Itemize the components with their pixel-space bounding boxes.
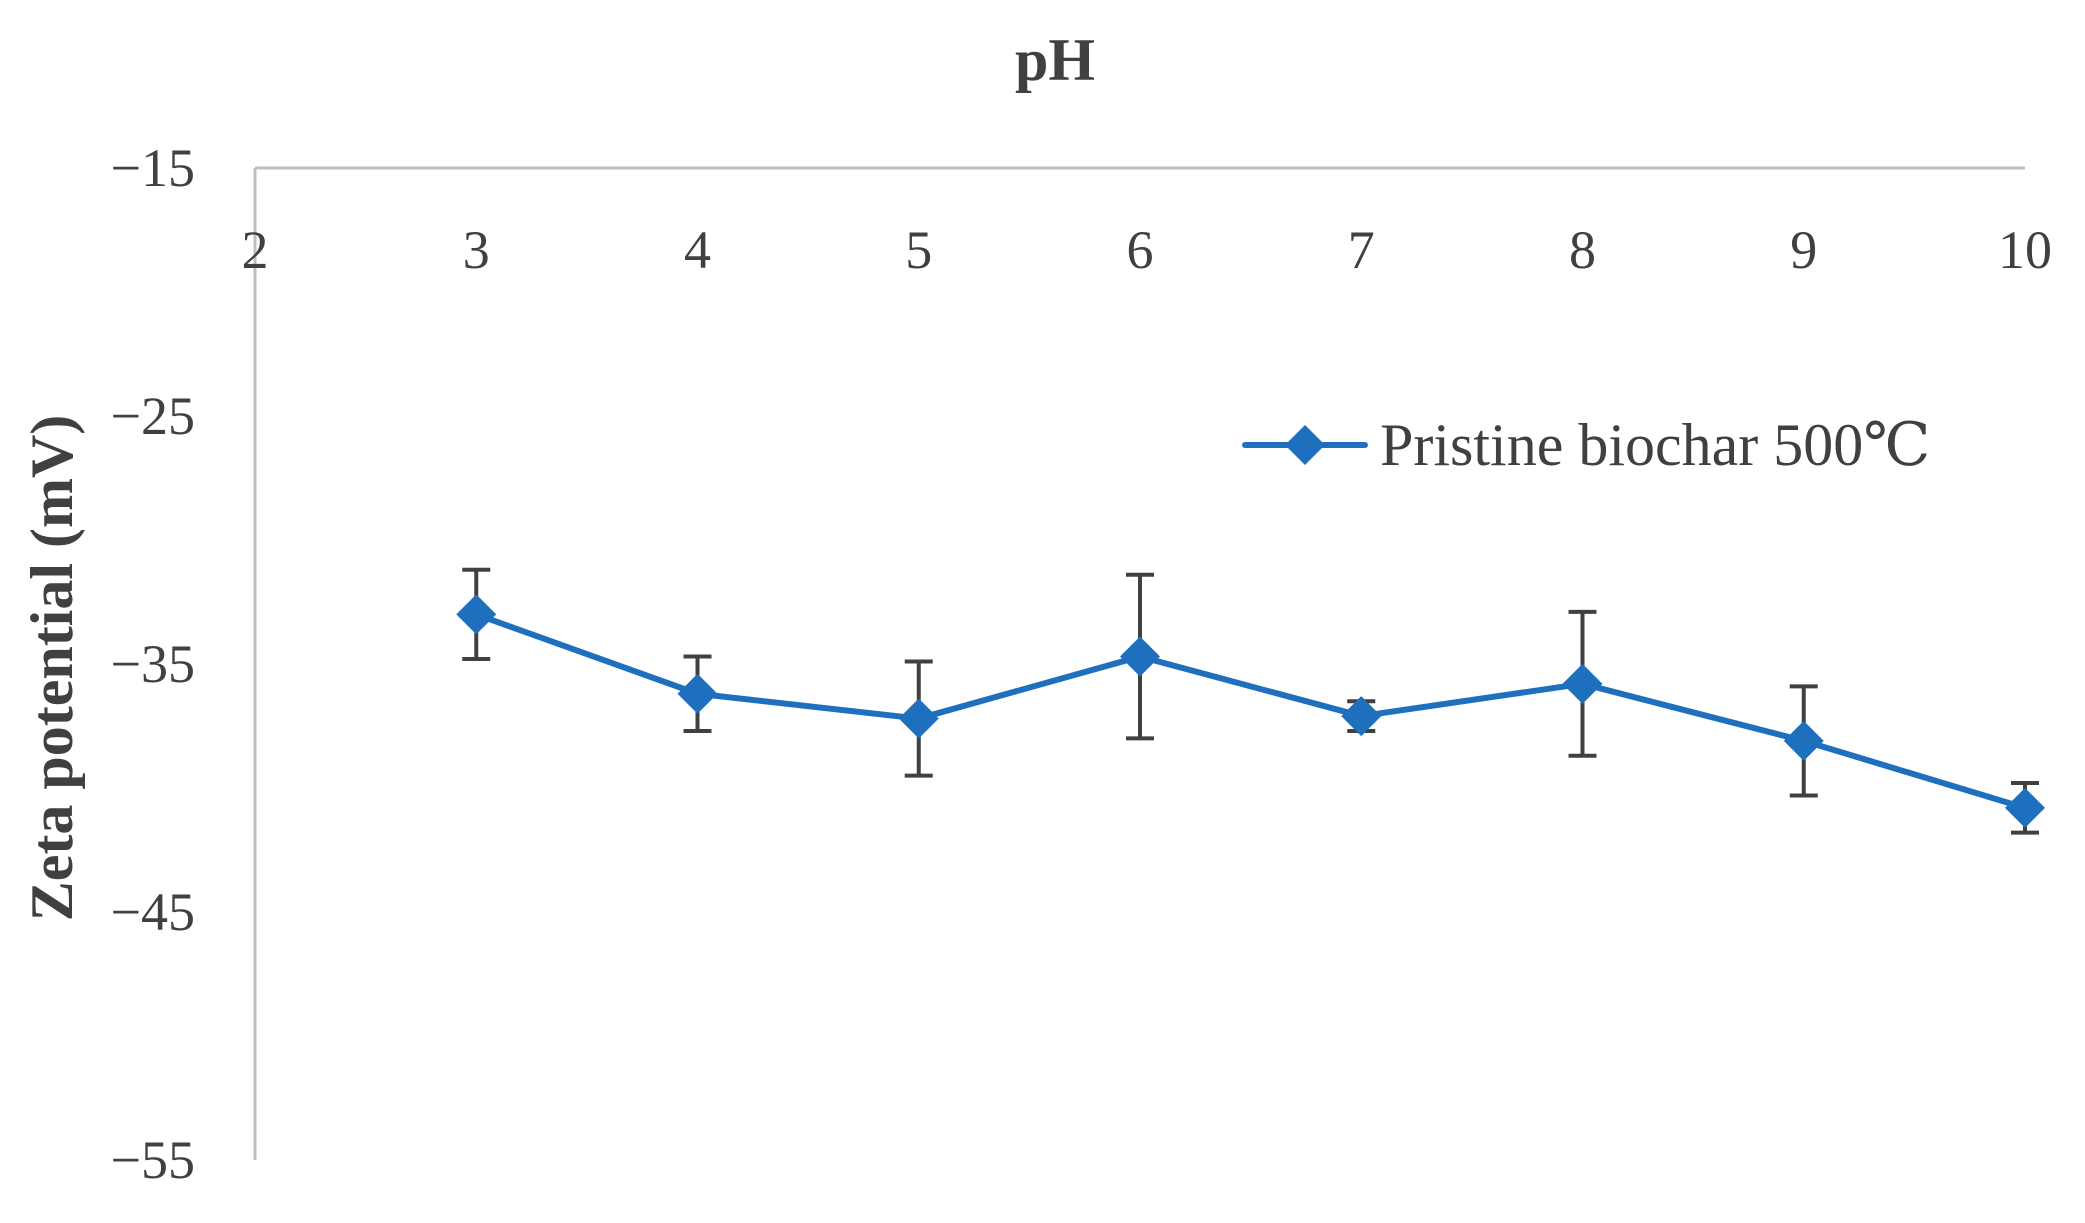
data-point-diamond [677,673,718,714]
y-tick-label: −55 [111,1130,195,1190]
x-tick-label: 3 [463,220,490,280]
legend: Pristine biochar 500℃ [1242,412,1930,478]
y-tick-label: −25 [111,386,195,446]
series-line [473,611,2028,811]
x-tick-label: 4 [684,220,711,280]
data-point-diamond [2005,787,2045,828]
legend-diamond-marker [1285,425,1325,465]
data-point-diamond [1341,696,1382,737]
y-tick-label: −45 [111,882,195,942]
x-tick-label: 2 [242,220,269,280]
axes [253,166,2025,1160]
data-point-diamond [1783,720,1824,761]
data-point-diamond [1562,663,1603,704]
y-tick-label: −35 [111,634,195,694]
x-tick-label: 9 [1790,220,1817,280]
series-layer [456,594,2045,828]
x-tick-label: 8 [1569,220,1596,280]
x-tick-labels: 2 3 4 5 6 7 8 9 10 [242,220,2053,280]
y-tick-labels: −15 −25 −35 −45 −55 [111,138,195,1190]
x-tick-label: 7 [1348,220,1375,280]
data-point-diamond [1120,636,1160,677]
data-point-diamond [456,594,497,635]
x-tick-label: 5 [905,220,932,280]
y-axis-title: Zeta potential (mV) [19,415,85,922]
x-tick-label: 6 [1127,220,1154,280]
x-tick-label: 10 [1998,220,2052,280]
y-tick-label: −15 [111,138,195,198]
legend-label: Pristine biochar 500℃ [1380,412,1930,478]
x-axis-title: pH [1015,27,1095,93]
data-point-diamond [898,698,939,739]
